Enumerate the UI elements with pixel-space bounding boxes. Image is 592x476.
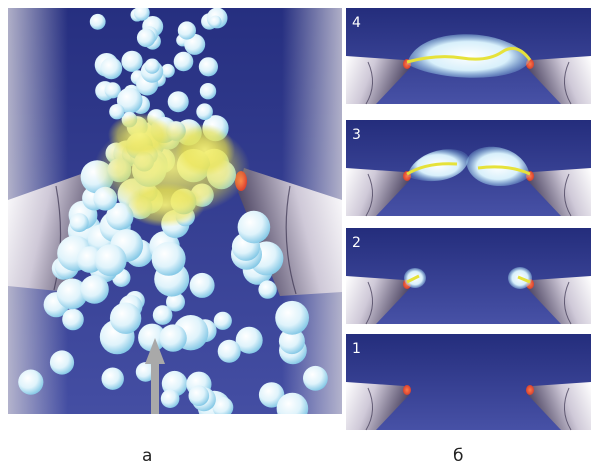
- bubble: [62, 308, 84, 331]
- panel-a-discharge: [94, 113, 250, 227]
- discharge-cloud: [406, 146, 531, 187]
- bubble: [80, 275, 109, 304]
- bubble: [198, 57, 218, 77]
- panel-a: [8, 8, 342, 414]
- bubble: [173, 51, 194, 72]
- left-electrode: [346, 382, 411, 431]
- right-electrode: [526, 382, 591, 431]
- bubble: [133, 8, 150, 21]
- bubble: [276, 392, 309, 414]
- bubble: [136, 28, 156, 48]
- bubble: [235, 326, 263, 354]
- bubble: [69, 213, 89, 233]
- stage-1: 1: [346, 334, 591, 431]
- bubble: [237, 210, 271, 244]
- panel-b-caption: б: [453, 446, 464, 466]
- stage-number: 3: [352, 127, 361, 143]
- bubble: [258, 280, 277, 299]
- panel-b: 4 3 2 1: [346, 8, 591, 431]
- bubble: [209, 15, 222, 28]
- bubble: [258, 382, 285, 408]
- bubble: [101, 367, 124, 390]
- bubble: [275, 300, 309, 335]
- electrode-tip: [403, 385, 411, 395]
- bubble: [160, 389, 180, 409]
- bubble: [213, 311, 232, 330]
- bubble: [109, 302, 142, 334]
- bubble: [18, 369, 44, 395]
- bubble: [159, 324, 187, 352]
- bubble: [188, 385, 210, 407]
- up-arrow-icon: [145, 338, 165, 414]
- bubble: [100, 57, 123, 80]
- stage-number: 2: [352, 235, 361, 251]
- bubble: [189, 272, 215, 298]
- bubble: [152, 305, 173, 325]
- bubble: [116, 87, 143, 114]
- panel-a-caption: а: [142, 446, 153, 466]
- bubble: [217, 339, 241, 363]
- bubble: [104, 82, 121, 99]
- discharge-cloud: [404, 267, 532, 289]
- bubble: [167, 91, 189, 113]
- stage-number: 4: [352, 15, 361, 31]
- stage-number: 1: [352, 341, 361, 357]
- stage-2: 2: [346, 228, 591, 325]
- stage-3: 3: [346, 120, 591, 217]
- bubble: [56, 278, 88, 310]
- bubble: [151, 241, 186, 276]
- bubble: [109, 104, 125, 120]
- bubble: [166, 292, 185, 312]
- bubble: [144, 58, 160, 74]
- bubble: [94, 244, 127, 277]
- stage-4: 4: [346, 8, 591, 105]
- bubble: [177, 21, 196, 40]
- bubble: [161, 63, 175, 78]
- bubble: [135, 362, 156, 382]
- electrode-tip: [526, 385, 534, 395]
- bubble: [121, 50, 143, 72]
- right-electrode: [526, 56, 591, 105]
- bubble: [49, 350, 75, 375]
- bubble: [199, 83, 217, 100]
- bubble: [278, 328, 305, 355]
- bubble: [212, 396, 234, 414]
- bubble: [89, 13, 106, 30]
- bubble: [138, 323, 167, 352]
- discharge-cloud: [406, 34, 532, 78]
- bubble: [196, 103, 213, 120]
- bubble: [303, 365, 328, 391]
